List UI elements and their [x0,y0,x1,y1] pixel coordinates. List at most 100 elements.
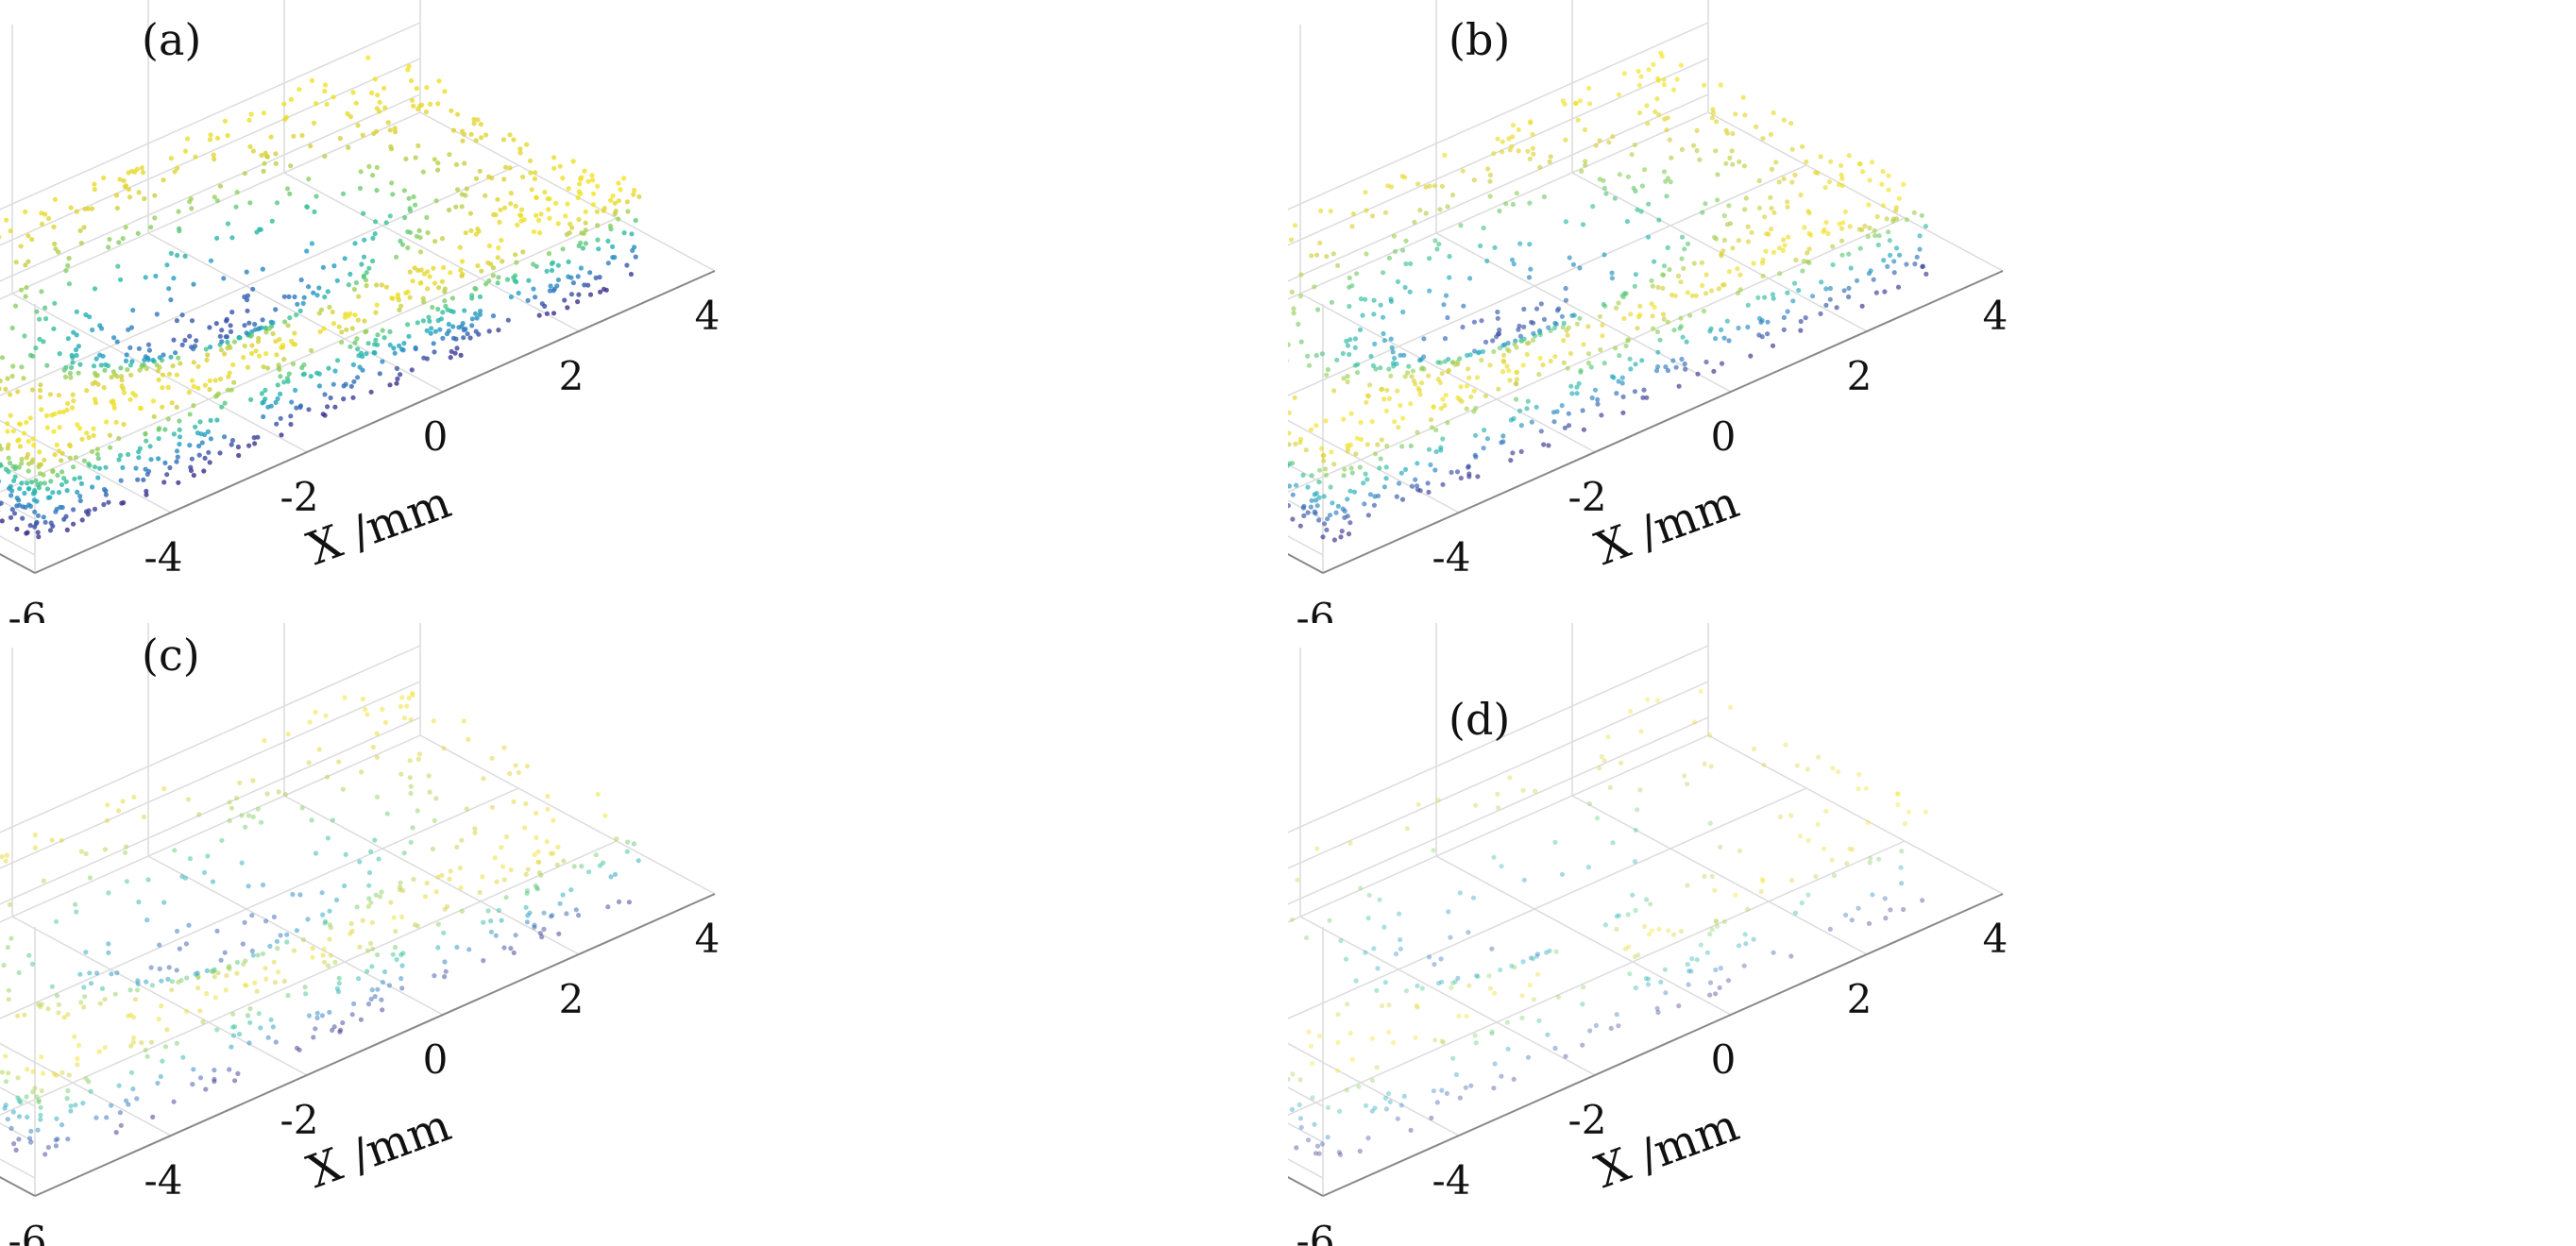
data-point [291,948,297,953]
data-point [190,378,195,383]
data-point [375,951,381,958]
data-point [1382,980,1388,985]
data-point [1392,419,1398,425]
data-point [1465,366,1471,372]
data-point [256,353,263,359]
data-point [1306,362,1313,368]
data-point [304,248,310,254]
data-point [1741,163,1747,169]
data-point [1520,787,1526,793]
data-point [1633,827,1638,833]
data-point [1846,294,1852,300]
data-point [124,879,129,884]
data-point [24,285,29,291]
data-point [450,309,456,314]
data-point [98,362,104,368]
data-point [135,981,141,986]
data-point [1616,300,1621,306]
data-point [1388,184,1395,190]
data-point [405,322,411,328]
data-point [1676,383,1682,389]
data-point [1573,100,1579,106]
data-point [459,908,465,914]
data-point [129,359,135,364]
data-point [1363,1103,1369,1108]
data-point [1679,234,1686,240]
data-point [312,209,317,214]
data-point [0,463,4,468]
data-point [1700,210,1705,215]
data-point [1514,369,1519,375]
data-point [1635,952,1641,958]
data-point [555,844,561,850]
data-point [1494,334,1500,340]
data-point [51,224,57,229]
data-point [1499,864,1504,869]
data-point [605,238,611,244]
data-point [1345,374,1350,379]
data-point [1316,495,1322,500]
data-point [568,275,574,280]
data-point [1895,284,1902,290]
data-point [127,987,133,993]
data-point [1691,261,1697,266]
data-point [1655,76,1661,81]
data-point [1670,358,1676,363]
data-point [1435,981,1442,986]
data-point [1378,456,1383,462]
data-point [203,1086,209,1092]
data-point [1726,203,1732,209]
data-point [1304,934,1310,941]
data-point [590,202,597,208]
data-point [4,217,9,223]
data-point [1754,124,1759,129]
data-point [6,1070,11,1076]
data-point [1842,209,1848,214]
data-point [152,215,158,221]
data-point [370,173,376,178]
data-point [1321,494,1327,499]
data-point [408,77,415,84]
data-point [278,933,283,938]
data-point [358,1017,364,1022]
data-point [355,123,361,128]
data-point [1881,258,1887,263]
data-point [463,327,468,332]
data-point [1457,1095,1463,1101]
data-point [1427,288,1432,294]
data-point [1711,368,1717,374]
data-point [237,1032,243,1037]
data-point [1616,1023,1621,1029]
data-point [407,775,413,781]
data-point [16,437,22,443]
data-point [0,446,4,452]
x-tick-label: -2 [1568,474,1607,520]
data-point [1800,268,1805,274]
data-point [1759,261,1766,266]
data-point [417,249,424,255]
data-point [0,355,6,361]
data-point [230,1011,236,1017]
data-point [1844,861,1850,867]
data-point [246,443,252,448]
data-point [138,405,144,412]
data-point [582,168,587,174]
data-point [1559,871,1565,877]
data-point [515,222,520,227]
data-point [435,167,441,173]
data-point [22,333,27,339]
data-point [1708,288,1715,294]
data-point [0,379,3,384]
data-point [511,799,517,804]
data-point [1839,238,1845,244]
data-point [29,961,35,967]
data-point [442,286,448,292]
data-point [78,241,84,246]
data-point [1821,846,1827,851]
data-point [38,462,44,467]
data-point [1665,367,1670,374]
data-point [63,479,69,484]
data-point [222,118,229,124]
data-point [422,894,429,900]
data-point [1415,801,1421,807]
